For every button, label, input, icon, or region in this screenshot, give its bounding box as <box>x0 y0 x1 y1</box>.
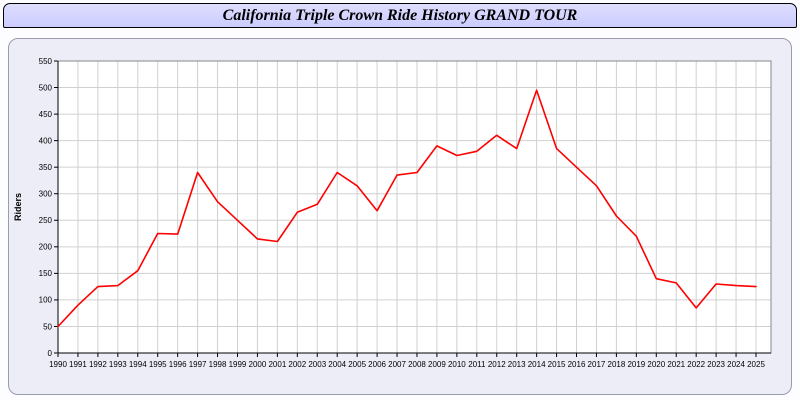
x-tick-label: 1995 <box>149 360 167 369</box>
x-tick-label: 2000 <box>249 360 267 369</box>
y-axis-title: Riders <box>13 193 23 221</box>
x-tick-label: 1996 <box>169 360 187 369</box>
x-tick-label: 2013 <box>508 360 526 369</box>
y-tick-label: 450 <box>39 110 53 119</box>
y-tick-label: 350 <box>39 163 53 172</box>
y-tick-label: 500 <box>39 83 53 92</box>
y-tick-label: 300 <box>39 190 53 199</box>
x-tick-label: 1993 <box>109 360 127 369</box>
y-tick-label: 550 <box>39 57 53 66</box>
window-title-bar: California Triple Crown Ride History GRA… <box>3 3 797 28</box>
x-tick-label: 1992 <box>89 360 107 369</box>
x-tick-label: 2001 <box>268 360 286 369</box>
x-tick-label: 2014 <box>528 360 546 369</box>
x-tick-label: 2023 <box>707 360 725 369</box>
y-tick-label: 200 <box>39 243 53 252</box>
x-tick-label: 1998 <box>209 360 227 369</box>
x-tick-label: 2012 <box>488 360 506 369</box>
x-tick-label: 2017 <box>588 360 606 369</box>
chart-title: California Triple Crown Ride History GRA… <box>222 6 578 24</box>
x-tick-label: 2007 <box>388 360 406 369</box>
x-tick-label: 2005 <box>348 360 366 369</box>
x-tick-label: 1997 <box>189 360 207 369</box>
x-tick-label: 2021 <box>667 360 685 369</box>
x-tick-label: 2020 <box>647 360 665 369</box>
x-tick-label: 1994 <box>129 360 147 369</box>
x-tick-label: 2010 <box>448 360 466 369</box>
x-tick-label: 2002 <box>288 360 306 369</box>
y-tick-label: 100 <box>39 296 53 305</box>
y-tick-label: 250 <box>39 216 53 225</box>
plot-background <box>58 61 771 353</box>
y-tick-label: 50 <box>43 322 52 331</box>
x-tick-label: 2018 <box>608 360 626 369</box>
y-tick-label: 400 <box>39 136 53 145</box>
x-tick-label: 2015 <box>548 360 566 369</box>
x-tick-label: 1991 <box>69 360 87 369</box>
x-tick-label: 1999 <box>229 360 247 369</box>
x-tick-label: 2009 <box>428 360 446 369</box>
x-tick-label: 2011 <box>468 360 486 369</box>
x-tick-label: 2008 <box>408 360 426 369</box>
x-tick-label: 2006 <box>368 360 386 369</box>
x-tick-label: 2004 <box>328 360 346 369</box>
x-tick-label: 2022 <box>687 360 705 369</box>
x-tick-label: 2016 <box>568 360 586 369</box>
chart-panel: 0 50 100 150 200 250 300 350 400 450 500 550 1990 199… <box>8 38 792 395</box>
x-tick-label: 2019 <box>627 360 645 369</box>
x-tick-label: 2025 <box>747 360 765 369</box>
x-tick-label: 1990 <box>49 360 67 369</box>
y-tick-label: 0 <box>48 349 53 358</box>
y-tick-label: 150 <box>39 269 53 278</box>
x-tick-label: 2003 <box>308 360 326 369</box>
riders-series-line <box>57 89 757 328</box>
x-tick-label: 2024 <box>727 360 745 369</box>
